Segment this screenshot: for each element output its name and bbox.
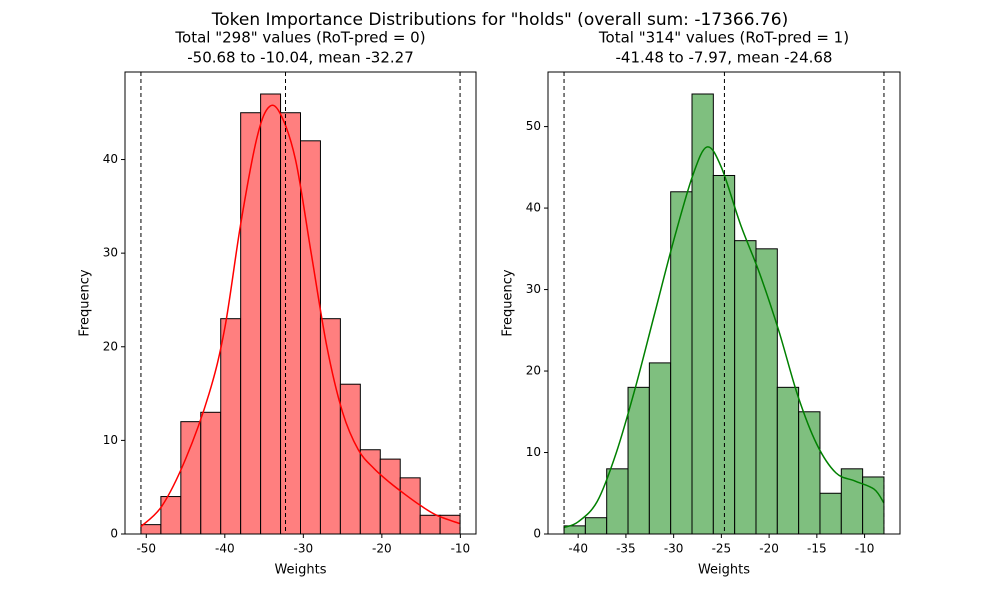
x-tick-label: -30 <box>294 542 314 556</box>
histogram-bar <box>648 362 672 535</box>
y-tick-label: 0 <box>533 527 541 541</box>
histogram-bar <box>798 411 821 535</box>
histogram-bar <box>670 191 693 535</box>
x-tick-label: -40 <box>215 542 235 556</box>
figure-title: Token Importance Distributions for "hold… <box>211 10 788 30</box>
histogram-bar <box>280 112 301 535</box>
histogram-bar <box>584 517 608 535</box>
y-tick-label: 30 <box>103 246 118 260</box>
histogram-bar <box>220 318 242 535</box>
chart-subtitle: -50.68 to -10.04, mean -32.27 <box>187 49 414 67</box>
x-tick-label: -15 <box>807 542 827 556</box>
x-tick-label: -30 <box>664 542 684 556</box>
histogram-bar <box>319 318 341 535</box>
x-axis-label: Weights <box>274 563 326 578</box>
y-tick-label: 0 <box>110 527 118 541</box>
kde-line <box>563 146 885 529</box>
x-axis-label: Weights <box>698 563 750 578</box>
x-tick-label: -35 <box>616 542 636 556</box>
x-tick-label: -10 <box>855 542 875 556</box>
histogram-bar <box>140 524 162 535</box>
histogram-bar <box>627 386 650 535</box>
y-tick-label: 20 <box>526 364 541 378</box>
chart-title: Total "314" values (RoT-pred = 1) <box>598 29 849 47</box>
x-tick-label: -20 <box>372 542 392 556</box>
histogram-bar <box>300 140 321 535</box>
axes-frame <box>124 71 477 535</box>
x-tick-label: -20 <box>759 542 779 556</box>
histogram-bar <box>606 468 629 535</box>
histogram-bar <box>419 514 441 535</box>
histogram-bar <box>180 421 202 535</box>
x-tick-label: -40 <box>568 542 588 556</box>
y-tick-label: 20 <box>103 339 118 353</box>
chart-subtitle: -41.48 to -7.97, mean -24.68 <box>616 49 833 67</box>
y-tick-label: 40 <box>103 152 118 166</box>
histogram-bar <box>379 458 401 535</box>
x-tick-label: -50 <box>136 542 156 556</box>
y-tick-label: 10 <box>103 433 118 447</box>
y-tick-label: 50 <box>526 119 541 133</box>
x-tick-label: -25 <box>712 542 732 556</box>
histogram-bar <box>260 93 282 535</box>
y-axis-label: Frequency <box>78 269 93 336</box>
y-tick-label: 10 <box>526 445 541 459</box>
histogram-bar <box>734 240 757 535</box>
histogram-bar <box>399 477 421 535</box>
y-tick-label: 30 <box>526 282 541 296</box>
histogram-bar <box>240 112 262 535</box>
kde-line <box>140 104 461 528</box>
histogram-bar <box>691 93 714 535</box>
histogram-bar <box>200 411 222 535</box>
histogram-bar <box>776 386 800 535</box>
histogram-bar <box>359 449 381 535</box>
y-tick-label: 40 <box>526 201 541 215</box>
y-axis-label: Frequency <box>501 269 516 336</box>
axes-frame <box>547 71 901 535</box>
histogram-bar <box>819 492 842 535</box>
x-tick-label: -10 <box>451 542 471 556</box>
histogram-bar <box>339 383 361 535</box>
chart-title: Total "298" values (RoT-pred = 0) <box>174 29 425 47</box>
